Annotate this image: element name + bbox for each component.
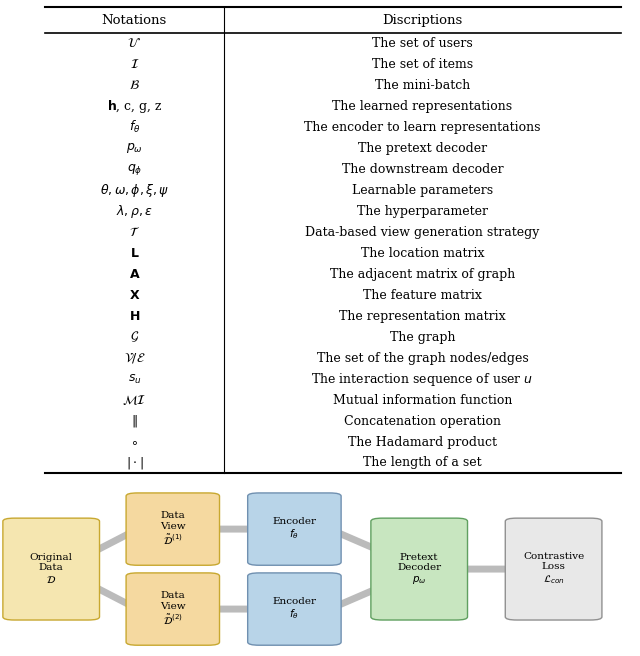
Text: The set of the graph nodes/edges: The set of the graph nodes/edges xyxy=(317,352,528,365)
Text: Pretext
Decoder
$p_\omega$: Pretext Decoder $p_\omega$ xyxy=(397,552,441,586)
Text: Mutual information function: Mutual information function xyxy=(333,394,512,407)
FancyBboxPatch shape xyxy=(248,573,341,646)
Text: The set of items: The set of items xyxy=(372,58,473,71)
Text: The interaction sequence of user $u$: The interaction sequence of user $u$ xyxy=(311,371,534,388)
Text: $p_\omega$: $p_\omega$ xyxy=(126,141,143,155)
Text: The representation matrix: The representation matrix xyxy=(339,310,506,323)
Text: Original
Data
$\mathcal{D}$: Original Data $\mathcal{D}$ xyxy=(29,553,73,585)
Text: $\mathbf{A}$: $\mathbf{A}$ xyxy=(129,268,140,281)
Text: Contrastive
Loss
$\mathcal{L}_{con}$: Contrastive Loss $\mathcal{L}_{con}$ xyxy=(523,552,584,586)
Text: Data
View
$\tilde{\mathcal{D}}^{(1)}$: Data View $\tilde{\mathcal{D}}^{(1)}$ xyxy=(160,511,186,547)
Text: The learned representations: The learned representations xyxy=(332,100,513,113)
Text: $\circ$: $\circ$ xyxy=(131,436,138,449)
Text: $\theta, \omega, \phi, \xi, \psi$: $\theta, \omega, \phi, \xi, \psi$ xyxy=(100,182,169,199)
Text: Encoder
$f_\theta$: Encoder $f_\theta$ xyxy=(273,597,316,621)
Text: The Hadamard product: The Hadamard product xyxy=(348,436,497,449)
FancyBboxPatch shape xyxy=(248,493,341,565)
Text: $\mathbf{L}$: $\mathbf{L}$ xyxy=(129,247,140,260)
Text: Data-based view generation strategy: Data-based view generation strategy xyxy=(305,226,540,239)
Text: The set of users: The set of users xyxy=(372,37,473,50)
Text: Learnable parameters: Learnable parameters xyxy=(352,184,493,197)
Text: $\mathcal{B}$: $\mathcal{B}$ xyxy=(129,79,140,92)
Text: $\mathcal{V}/\mathcal{E}$: $\mathcal{V}/\mathcal{E}$ xyxy=(124,351,145,365)
Text: $\mathcal{U}$: $\mathcal{U}$ xyxy=(127,37,141,50)
Text: $\mathcal{MI}$: $\mathcal{MI}$ xyxy=(122,393,147,407)
Text: The graph: The graph xyxy=(390,331,455,344)
Text: Encoder
$f_\theta$: Encoder $f_\theta$ xyxy=(273,517,316,541)
FancyBboxPatch shape xyxy=(126,573,220,646)
Text: $|\cdot|$: $|\cdot|$ xyxy=(125,455,143,471)
Text: $q_\phi$: $q_\phi$ xyxy=(127,161,142,176)
Text: $\mathcal{I}$: $\mathcal{I}$ xyxy=(130,58,139,71)
Text: $f_\theta$: $f_\theta$ xyxy=(129,119,140,135)
Text: The feature matrix: The feature matrix xyxy=(363,289,482,302)
Text: The adjacent matrix of graph: The adjacent matrix of graph xyxy=(330,268,515,281)
Text: Notations: Notations xyxy=(102,14,167,27)
Text: $\mathcal{G}$: $\mathcal{G}$ xyxy=(130,330,139,344)
FancyBboxPatch shape xyxy=(3,518,100,620)
FancyBboxPatch shape xyxy=(506,518,602,620)
Text: $\mathbf{X}$: $\mathbf{X}$ xyxy=(129,289,140,302)
Text: The downstream decoder: The downstream decoder xyxy=(342,163,503,176)
Text: $\mathbf{h}$, c, g, z: $\mathbf{h}$, c, g, z xyxy=(106,98,163,115)
Text: The mini-batch: The mini-batch xyxy=(375,79,470,92)
Text: The hyperparameter: The hyperparameter xyxy=(357,205,488,218)
Text: $\mathbf{H}$: $\mathbf{H}$ xyxy=(129,310,140,323)
Text: Discriptions: Discriptions xyxy=(382,14,463,27)
Text: Concatenation operation: Concatenation operation xyxy=(344,415,501,428)
Text: $\mathcal{T}$: $\mathcal{T}$ xyxy=(129,226,140,239)
Text: The pretext decoder: The pretext decoder xyxy=(358,142,487,155)
FancyBboxPatch shape xyxy=(371,518,468,620)
Text: $\|$: $\|$ xyxy=(131,413,138,429)
Text: $\lambda, \rho, \epsilon$: $\lambda, \rho, \epsilon$ xyxy=(116,203,153,220)
Text: The length of a set: The length of a set xyxy=(363,457,482,470)
Text: $s_u$: $s_u$ xyxy=(127,373,141,386)
Text: The location matrix: The location matrix xyxy=(361,247,484,260)
FancyBboxPatch shape xyxy=(126,493,220,565)
Text: Data
View
$\tilde{\mathcal{D}}^{(2)}$: Data View $\tilde{\mathcal{D}}^{(2)}$ xyxy=(160,591,186,627)
Text: The encoder to learn representations: The encoder to learn representations xyxy=(304,121,541,134)
